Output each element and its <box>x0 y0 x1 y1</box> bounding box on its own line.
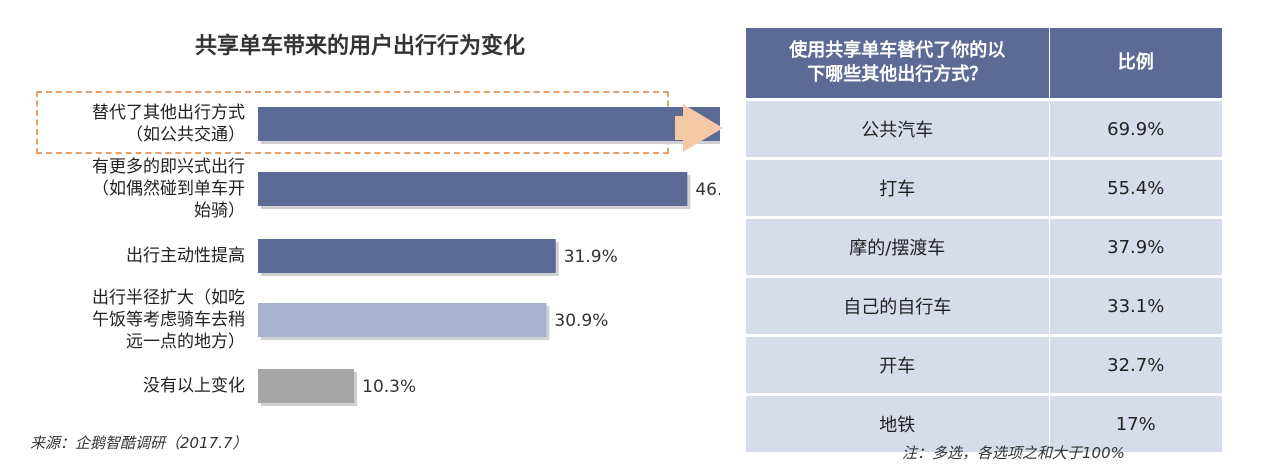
category-label: 没有以上变化 <box>143 376 245 396</box>
table-cell: 摩的/摆渡车 <box>746 216 1050 277</box>
bar-value-label: 46.0% <box>695 180 720 200</box>
bar-value-label: 10.3% <box>362 377 416 397</box>
table-cell: 公共汽车 <box>746 98 1050 159</box>
category-label: 有更多的即兴式出行 （如偶然碰到单车开 始骑） <box>92 157 245 221</box>
table-cell: 地铁 <box>746 393 1050 452</box>
table-cell: 打车 <box>746 157 1050 218</box>
table-cell: 55.4% <box>1049 157 1222 218</box>
bar <box>258 303 547 337</box>
table-cell: 开车 <box>746 334 1050 395</box>
bar-value-label: 31.9% <box>564 247 618 267</box>
bar <box>258 239 556 273</box>
table-row: 开车 32.7% <box>746 334 1222 395</box>
bar <box>258 172 688 206</box>
bar-value-label: 30.9% <box>554 311 608 331</box>
table-header-cell: 比例 <box>1049 28 1222 100</box>
bar-chart: 56.1%46.0%31.9%30.9%10.3% <box>258 107 720 406</box>
category-label: 出行主动性提高 <box>126 246 245 266</box>
chart-title: 共享单车带来的用户出行行为变化 <box>194 34 525 59</box>
table-row: 地铁 17% <box>746 393 1222 452</box>
table-cell: 69.9% <box>1049 98 1222 159</box>
bar <box>258 369 355 403</box>
table-cell: 32.7% <box>1049 334 1222 395</box>
table-note: 注：多选，各选项之和大于100% <box>902 444 1125 462</box>
table-header-cell: 使用共享单车替代了你的以 下哪些其他出行方式？ <box>746 28 1050 100</box>
category-label: 出行半径扩大（如吃 午饭等考虑骑车去稍 远一点的地方） <box>92 288 245 352</box>
right-arrow-icon <box>683 104 723 152</box>
table-cell: 33.1% <box>1049 275 1222 336</box>
table-cell: 37.9% <box>1049 216 1222 277</box>
category-label: 替代了其他出行方式 （如公共交通） <box>92 103 245 145</box>
source-note: 来源：企鹅智酷调研（2017.7） <box>30 434 248 452</box>
share-table: 使用共享单车替代了你的以 下哪些其他出行方式？ 比例 公共汽车 69.9% 打车… <box>746 28 1222 452</box>
table-cell: 自己的自行车 <box>746 275 1050 336</box>
table-row: 自己的自行车 33.1% <box>746 275 1222 336</box>
table-row: 摩的/摆渡车 37.9% <box>746 216 1222 277</box>
table-row: 公共汽车 69.9% <box>746 98 1222 159</box>
table-row: 打车 55.4% <box>746 157 1222 218</box>
table-cell: 17% <box>1049 393 1222 452</box>
table-header-row: 使用共享单车替代了你的以 下哪些其他出行方式？ 比例 <box>746 28 1222 100</box>
bar <box>258 107 720 141</box>
